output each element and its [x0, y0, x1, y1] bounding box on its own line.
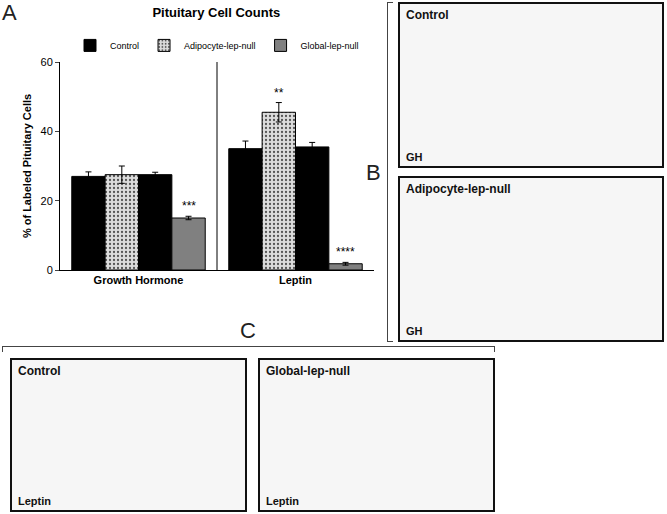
svg-text:40: 40	[41, 125, 53, 137]
html-text:Control: Control	[18, 364, 61, 378]
svg-text:Global-lep-null: Global-lep-null	[301, 41, 359, 51]
html-text:Global-lep-null: Global-lep-null	[266, 364, 350, 378]
html-text:Leptin: Leptin	[18, 495, 51, 507]
html-text:Adipocyte-lep-null: Adipocyte-lep-null	[406, 182, 511, 196]
svg-text:20: 20	[41, 195, 53, 207]
svg-text:Pituitary Cell Counts: Pituitary Cell Counts	[152, 5, 280, 20]
svg-text:0: 0	[47, 264, 53, 276]
svg-text:Control: Control	[110, 41, 139, 51]
svg-text:***: ***	[182, 199, 196, 213]
svg-text:Leptin: Leptin	[279, 274, 312, 286]
svg-text:60: 60	[41, 56, 53, 68]
svg-text:Growth Hormone: Growth Hormone	[94, 274, 184, 286]
svg-text:% of Labeled Pituitary Cells: % of Labeled Pituitary Cells	[21, 94, 33, 238]
html-text:Leptin: Leptin	[266, 495, 299, 507]
html-text:GH: GH	[406, 325, 423, 337]
svg-text:****: ****	[336, 245, 355, 259]
html-text:C: C	[240, 318, 256, 343]
html-text:Control: Control	[406, 8, 449, 22]
html-text:B: B	[366, 160, 381, 185]
svg-text:**: **	[274, 86, 284, 100]
svg-text:Adipocyte-lep-null: Adipocyte-lep-null	[184, 41, 256, 51]
html-text:GH: GH	[406, 151, 423, 163]
html-text:A: A	[2, 0, 17, 25]
